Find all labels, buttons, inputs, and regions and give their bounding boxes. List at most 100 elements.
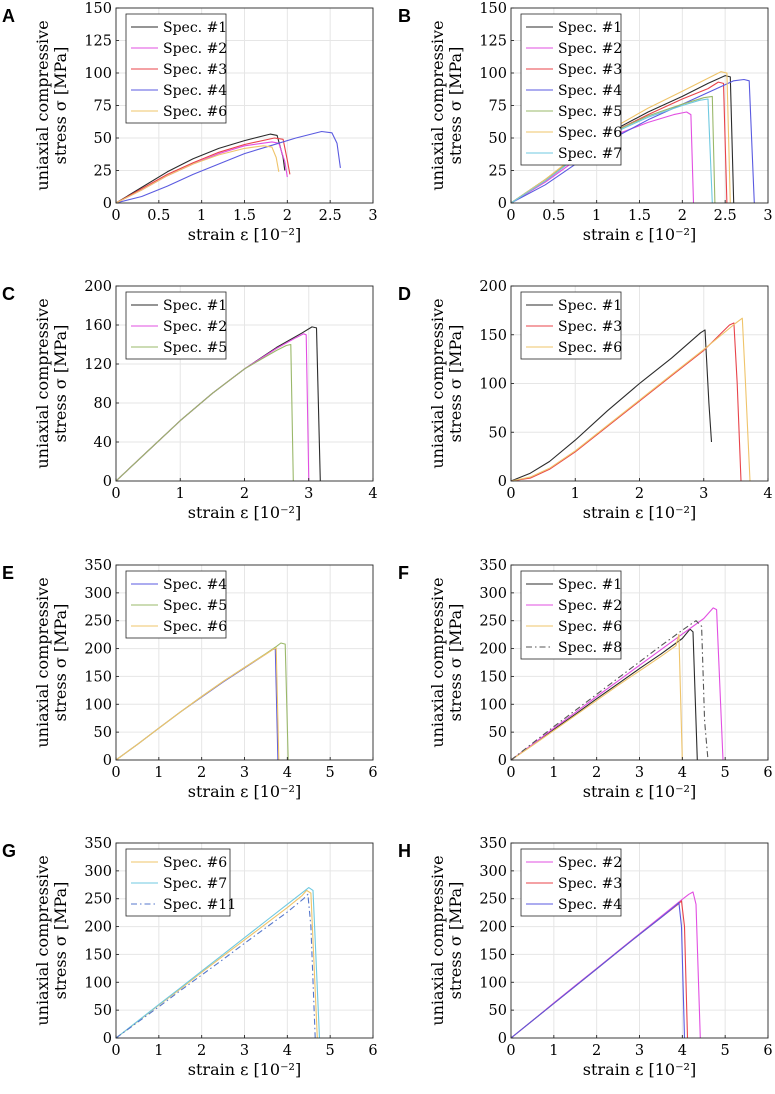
- panel-f-ytick-label: 0: [498, 753, 507, 769]
- panel-h-ylabel-line2: stress σ [MPa]: [446, 882, 465, 1000]
- panel-g-xtick-label: 5: [326, 1043, 335, 1059]
- panel-b-ytick-label: 125: [479, 34, 507, 50]
- panel-b-legend-label: Spec. #3: [558, 62, 622, 78]
- panel-b-legend-label: Spec. #7: [558, 146, 622, 162]
- panel-f-ytick-label: 100: [479, 697, 507, 713]
- panel-f-legend-box: [520, 570, 622, 660]
- panel-g-legend-label: Spec. #7: [163, 876, 227, 892]
- panel-a-legend-label: Spec. #1: [163, 20, 227, 36]
- panel-d-xtick-label: 0: [506, 486, 515, 502]
- panel-c-ytick-label: 160: [84, 318, 112, 334]
- panel-h-xtick-label: 3: [635, 1043, 644, 1059]
- panel-e-letter: E: [2, 563, 14, 583]
- panel-f-xtick-label: 3: [635, 765, 644, 781]
- panel-g-xtick-label: 4: [283, 1043, 292, 1059]
- panel-h-xtick-label: 0: [506, 1043, 515, 1059]
- panel-b-series-2-line: [510, 111, 695, 204]
- panel-g-legend-label: Spec. #6: [163, 855, 227, 871]
- panel-c-xtick-label: 2: [240, 486, 249, 502]
- panel-h-ytick-label: 100: [479, 975, 507, 991]
- panel-e-legend-label: Spec. #4: [163, 577, 227, 593]
- panel-a-series-6-line: [115, 145, 280, 204]
- panel-h-series-4-line: [510, 902, 686, 1039]
- panel-g-xtick-label: 6: [368, 1043, 377, 1059]
- panel-g-ytick-label: 300: [84, 864, 112, 880]
- panel-d-ytick-label: 100: [479, 377, 507, 393]
- panel-e-ytick-label: 50: [94, 725, 112, 741]
- panel-a-legend: Spec. #1 Spec. #2 Spec. #3 Spec. #4 Spec. #6: [125, 13, 227, 124]
- panel-f-ytick-label: 350: [479, 558, 507, 574]
- panel-g-xlabel: strain ε [10⁻²]: [188, 1060, 301, 1079]
- panel-g-ytick-label: 250: [84, 892, 112, 908]
- panel-c-ytick-label: 200: [84, 279, 112, 295]
- panel-b-ytick-label: 0: [498, 196, 507, 212]
- panel-f-xlabel: strain ε [10⁻²]: [583, 782, 696, 801]
- panel-e-ytick-label: 350: [84, 558, 112, 574]
- panel-d: D 0 1 2 3 4 0 50 100 150 200 strain ε [10⁻²] uniaxia…: [398, 279, 773, 522]
- panel-e-ytick-label: 250: [84, 614, 112, 630]
- panel-h-xtick-label: 4: [678, 1043, 687, 1059]
- panel-c-xlabel: strain ε [10⁻²]: [188, 503, 301, 522]
- panel-d-ylabel-line2: stress σ [MPa]: [446, 325, 465, 443]
- panel-e-legend: Spec. #4 Spec. #5 Spec. #6: [125, 570, 227, 639]
- panel-g: G 0 1 2 3 4 5 6 0 50 100 150 200 250 300 350 strain ε [1…: [2, 836, 378, 1079]
- panel-f-legend-label: Spec. #8: [558, 640, 622, 656]
- panel-g-ytick-label: 200: [84, 920, 112, 936]
- panel-h-xtick-label: 2: [592, 1043, 601, 1059]
- panel-e-xtick-label: 3: [240, 765, 249, 781]
- panel-a-ytick-label: 75: [94, 99, 112, 115]
- panel-d-legend: Spec. #1 Spec. #3 Spec. #6: [520, 291, 622, 360]
- panel-c-series-5-line: [115, 343, 294, 482]
- panel-a-xtick-label: 2: [283, 208, 292, 224]
- panel-d-ytick-label: 200: [479, 279, 507, 295]
- panel-h-xtick-label: 1: [549, 1043, 558, 1059]
- panel-g-legend: Spec. #6 Spec. #7 Spec. #11: [125, 848, 236, 917]
- panel-f-series-6-line: [510, 634, 683, 761]
- panel-a-series-4-line: [115, 130, 341, 204]
- panel-g-ylabel-line2: stress σ [MPa]: [51, 882, 70, 1000]
- panel-b: B 0 0.5 1 1.5 2 2.5 3 0 25 50 75 100 125 150 strain ε […: [398, 1, 773, 244]
- panel-b-legend-label: Spec. #1: [558, 20, 622, 36]
- panel-c-xtick-label: 1: [176, 486, 185, 502]
- panel-a-xtick-label: 1: [197, 208, 206, 224]
- panel-b-legend: Spec. #1 Spec. #2 Spec. #3 Spec. #4 Spec. #5…: [520, 13, 622, 166]
- panel-d-ylabel-line1: uniaxial compressive: [428, 298, 447, 468]
- panel-d-xlabel: strain ε [10⁻²]: [583, 503, 696, 522]
- panel-h-xtick-label: 5: [721, 1043, 730, 1059]
- panel-c-ytick-label: 0: [103, 474, 112, 490]
- panel-f-legend-label: Spec. #2: [558, 598, 622, 614]
- panel-f-ylabel-line2: stress σ [MPa]: [446, 604, 465, 722]
- panel-c-legend-label: Spec. #1: [163, 298, 227, 314]
- panel-e-ylabel-line1: uniaxial compressive: [33, 577, 52, 747]
- panel-e-legend-label: Spec. #6: [163, 619, 227, 635]
- panel-e-xlabel: strain ε [10⁻²]: [188, 782, 301, 801]
- panel-a-ytick-label: 125: [84, 34, 112, 50]
- panel-a-ytick-label: 50: [94, 131, 112, 147]
- panel-e-xtick-label: 5: [326, 765, 335, 781]
- panel-b-legend-label: Spec. #5: [558, 104, 622, 120]
- panel-a-xtick-label: 0.5: [147, 208, 170, 224]
- panel-d-xtick-label: 1: [571, 486, 580, 502]
- panel-b-ytick-label: 100: [479, 66, 507, 82]
- panel-a-ytick-label: 25: [94, 164, 112, 180]
- panel-d-xtick-label: 2: [635, 486, 644, 502]
- panel-d-ytick-label: 0: [498, 474, 507, 490]
- panel-b-ylabel-line1: uniaxial compressive: [428, 20, 447, 190]
- panel-g-ytick-label: 350: [84, 836, 112, 852]
- panel-c-legend-label: Spec. #2: [163, 319, 227, 335]
- panel-f-legend-label: Spec. #6: [558, 619, 622, 635]
- panel-d-xtick-label: 4: [763, 486, 772, 502]
- panel-a-legend-label: Spec. #2: [163, 41, 227, 57]
- panel-a-xtick-label: 3: [368, 208, 377, 224]
- panel-b-ylabel-line2: stress σ [MPa]: [446, 47, 465, 165]
- panel-h-ylabel-line1: uniaxial compressive: [428, 855, 447, 1025]
- panel-h-letter: H: [398, 841, 411, 861]
- panel-e-xtick-label: 0: [111, 765, 120, 781]
- panel-f-xtick-label: 6: [763, 765, 772, 781]
- panel-c-xtick-label: 3: [304, 486, 313, 502]
- panel-f-ytick-label: 250: [479, 614, 507, 630]
- panel-b-letter: B: [398, 6, 411, 26]
- panel-a-legend-label: Spec. #6: [163, 104, 227, 120]
- panel-b-xtick-label: 2: [678, 208, 687, 224]
